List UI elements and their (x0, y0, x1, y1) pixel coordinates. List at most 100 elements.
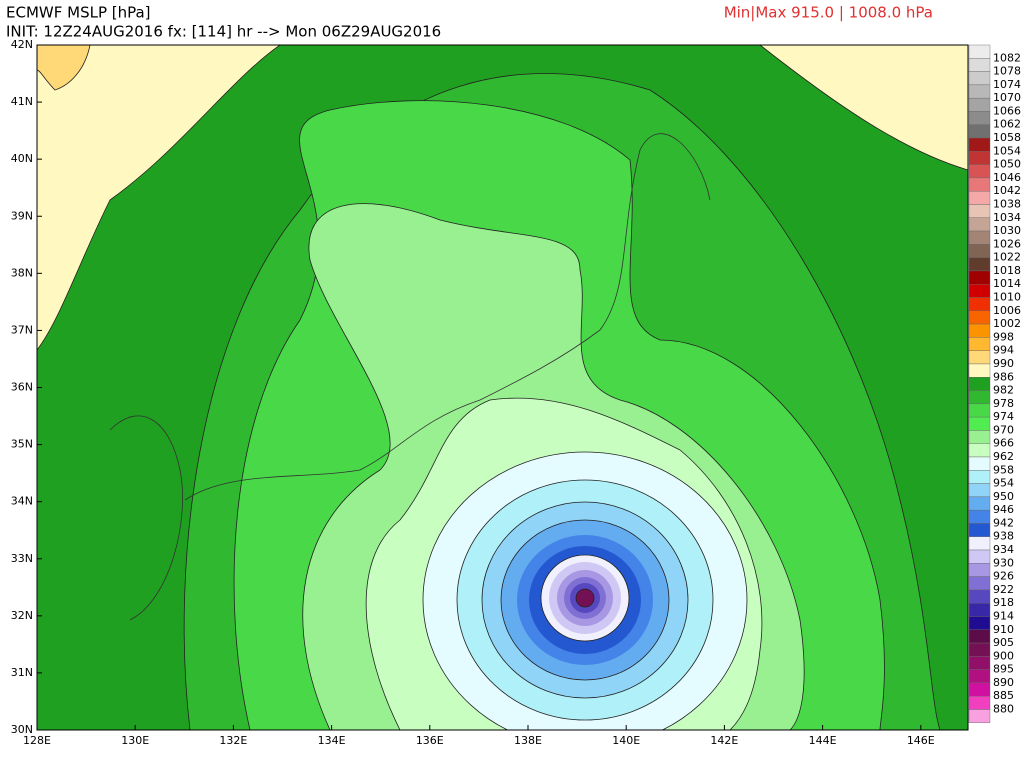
colorbar-swatch (968, 177, 991, 192)
colorbar-swatch (968, 377, 991, 391)
colorbar-swatch (968, 124, 991, 139)
map (37, 45, 968, 730)
lon-label: 134E (318, 734, 346, 747)
colorbar-swatch (968, 656, 991, 670)
colorbar-label: 994 (993, 344, 1014, 357)
colorbar-label: 946 (993, 503, 1014, 516)
colorbar-swatch (968, 602, 991, 617)
colorbar-label: 1054 (993, 144, 1021, 157)
colorbar-label: 1050 (993, 158, 1021, 171)
colorbar-swatch (968, 443, 991, 458)
colorbar-swatch (968, 204, 991, 218)
colorbar-swatch (968, 97, 991, 112)
colorbar-swatch (968, 403, 991, 418)
colorbar-swatch (968, 350, 991, 365)
title: ECMWF MSLP [hPa] (6, 4, 151, 22)
lon-label: 128E (23, 734, 51, 747)
colorbar-label: 1082 (993, 51, 1021, 64)
lon-label: 146E (907, 734, 935, 747)
colorbar-label: 982 (993, 384, 1014, 397)
lat-label: 37N (11, 323, 33, 336)
lon-label: 142E (710, 734, 738, 747)
colorbar-swatch (968, 456, 991, 471)
colorbar-label: 1006 (993, 304, 1021, 317)
colorbar-label: 986 (993, 370, 1014, 383)
colorbar-swatch (968, 44, 991, 59)
colorbar-label: 1074 (993, 78, 1021, 91)
colorbar-label: 1010 (993, 291, 1021, 304)
colorbar-label: 934 (993, 543, 1014, 556)
colorbar-swatch (968, 323, 991, 338)
colorbar-swatch (968, 470, 991, 484)
lon-label: 132E (219, 734, 247, 747)
colorbar-label: 958 (993, 463, 1014, 476)
colorbar-label: 895 (993, 663, 1014, 676)
lat-label: 33N (11, 552, 33, 565)
min-max: Min|Max 915.0 | 1008.0 hPa (724, 4, 933, 22)
colorbar-label: 1022 (993, 251, 1021, 264)
lat-label: 30N (11, 723, 33, 736)
colorbar-swatch (968, 523, 991, 537)
colorbar-swatch (968, 390, 991, 405)
colorbar-swatch (968, 563, 991, 577)
colorbar-swatch (968, 111, 991, 125)
lon-label: 130E (121, 734, 149, 747)
colorbar-label: 922 (993, 583, 1014, 596)
lat-label: 32N (11, 609, 33, 622)
colorbar-swatch (968, 190, 991, 205)
colorbar-swatch (968, 709, 991, 723)
colorbar-label: 900 (993, 649, 1014, 662)
colorbar-swatch (968, 257, 991, 272)
colorbar-swatch (968, 616, 991, 630)
colorbar-swatch (968, 682, 991, 697)
colorbar-swatch (968, 576, 991, 591)
colorbar-swatch (968, 230, 991, 245)
colorbar-swatch (968, 416, 991, 431)
colorbar-label: 942 (993, 516, 1014, 529)
colorbar-label: 930 (993, 556, 1014, 569)
colorbar-swatch (968, 363, 991, 378)
colorbar-label: 1030 (993, 224, 1021, 237)
colorbar-swatch (968, 642, 991, 657)
colorbar-label: 1078 (993, 65, 1021, 78)
colorbar-label: 978 (993, 397, 1014, 410)
lat-label: 40N (11, 152, 33, 165)
colorbar-label: 1018 (993, 264, 1021, 277)
colorbar-label: 990 (993, 357, 1014, 370)
colorbar-label: 905 (993, 636, 1014, 649)
colorbar-label: 998 (993, 330, 1014, 343)
colorbar-label: 890 (993, 676, 1014, 689)
colorbar-label: 938 (993, 530, 1014, 543)
lat-label: 34N (11, 495, 33, 508)
lon-label: 144E (809, 734, 837, 747)
colorbar-label: 1066 (993, 104, 1021, 117)
colorbar-label: 1034 (993, 211, 1021, 224)
colorbar-swatch (968, 297, 991, 312)
colorbar-label: 910 (993, 623, 1014, 636)
colorbar-label: 1042 (993, 184, 1021, 197)
colorbar-swatch (968, 696, 991, 710)
colorbar-swatch (968, 536, 991, 551)
colorbar-label: 1070 (993, 91, 1021, 104)
colorbar-swatch (968, 151, 991, 165)
colorbar-swatch (968, 284, 991, 298)
colorbar-label: 962 (993, 450, 1014, 463)
lat-label: 39N (11, 209, 33, 222)
lat-label: 42N (11, 38, 33, 51)
init-line: INIT: 12Z24AUG2016 fx: [114] hr --> Mon … (6, 23, 441, 41)
colorbar-swatch (968, 669, 991, 684)
colorbar-label: 1026 (993, 237, 1021, 250)
colorbar-swatch (968, 496, 991, 511)
colorbar-label: 918 (993, 596, 1014, 609)
colorbar-swatch (968, 430, 991, 444)
colorbar-label: 914 (993, 609, 1014, 622)
colorbar-swatch (968, 71, 991, 86)
lat-label: 41N (11, 95, 33, 108)
lat-label: 38N (11, 266, 33, 279)
colorbar-label: 926 (993, 570, 1014, 583)
lon-label: 140E (612, 734, 640, 747)
colorbar-label: 1014 (993, 277, 1021, 290)
colorbar-swatch (968, 137, 991, 152)
lon-label: 136E (416, 734, 444, 747)
